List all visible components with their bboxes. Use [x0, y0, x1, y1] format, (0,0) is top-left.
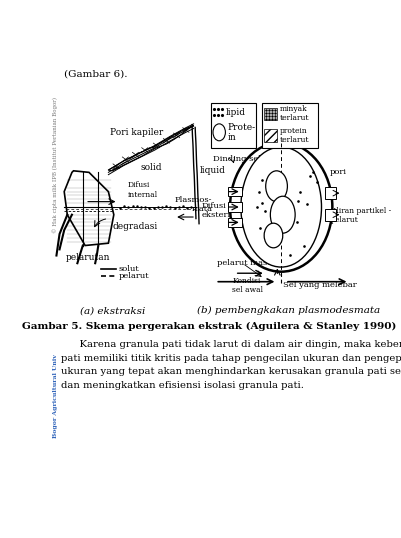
Bar [227, 202, 241, 211]
Ellipse shape [270, 196, 294, 233]
Text: lipid: lipid [226, 108, 245, 117]
Bar [261, 103, 317, 148]
Text: liquid: liquid [199, 166, 225, 175]
Text: solid: solid [140, 163, 161, 172]
Bar [324, 209, 335, 221]
Text: Kondisi
sel awal: Kondisi sel awal [231, 277, 262, 294]
Text: pelarut masuk: pelarut masuk [216, 259, 277, 267]
Text: Karena granula pati tidak larut di dalam air dingin, maka keberhasilan iso: Karena granula pati tidak larut di dalam… [67, 340, 401, 349]
Bar [263, 108, 276, 120]
Text: pati memiliki titik kritis pada tahap pengecilan ukuran dan pengepresan.  Pengec: pati memiliki titik kritis pada tahap pe… [61, 354, 401, 363]
Bar [227, 218, 241, 227]
Text: solut: solut [118, 265, 139, 273]
Text: (Gambar 6).: (Gambar 6). [64, 69, 128, 78]
Text: (b) pembengkakan plasmodesmata: (b) pembengkakan plasmodesmata [197, 306, 380, 315]
Text: Sel yang melebar: Sel yang melebar [282, 281, 356, 289]
Text: Dinding sel: Dinding sel [213, 155, 260, 164]
Ellipse shape [265, 171, 287, 202]
Text: minyak
terlarut: minyak terlarut [279, 105, 308, 123]
Bar [324, 187, 335, 199]
Text: dan meningkatkan efisiensi isolasi granula pati.: dan meningkatkan efisiensi isolasi granu… [61, 381, 303, 390]
Ellipse shape [213, 124, 225, 141]
Text: Gambar 5. Skema pergerakan ekstrak (Aguilera & Stanley 1990): Gambar 5. Skema pergerakan ekstrak (Agui… [22, 322, 395, 331]
Polygon shape [64, 171, 113, 245]
Ellipse shape [229, 143, 332, 272]
Text: pelarut: pelarut [118, 272, 149, 280]
Bar [210, 103, 255, 148]
Text: Plasmos-
mata: Plasmos- mata [174, 196, 212, 213]
Text: Pori kapiler: Pori kapiler [110, 128, 163, 137]
Text: pelarutan: pelarutan [66, 253, 110, 262]
Text: degradasi: degradasi [112, 222, 157, 231]
Text: © Hak cipta milik IPB (Institut Pertanian Bogor): © Hak cipta milik IPB (Institut Pertania… [53, 97, 59, 232]
Text: protein
terlarut: protein terlarut [279, 127, 308, 144]
Text: (a) ekstraksi: (a) ekstraksi [79, 306, 145, 315]
Text: Prote-
in: Prote- in [227, 123, 255, 142]
Text: Bogor Agricultural Univ: Bogor Agricultural Univ [53, 353, 58, 437]
Ellipse shape [263, 223, 282, 248]
Bar [227, 187, 241, 196]
Text: Aliran partikel -
pelarut: Aliran partikel - pelarut [330, 207, 390, 224]
Text: Difusi
internal: Difusi internal [128, 181, 158, 199]
Ellipse shape [240, 147, 321, 267]
Polygon shape [108, 125, 193, 171]
Text: ukuran yang tepat akan menghindarkan kerusakan granula pati seminimal mung: ukuran yang tepat akan menghindarkan ker… [61, 367, 401, 376]
Bar [263, 129, 276, 141]
Text: Difusi
eksternal: Difusi eksternal [201, 202, 240, 220]
Text: pori: pori [328, 168, 345, 176]
